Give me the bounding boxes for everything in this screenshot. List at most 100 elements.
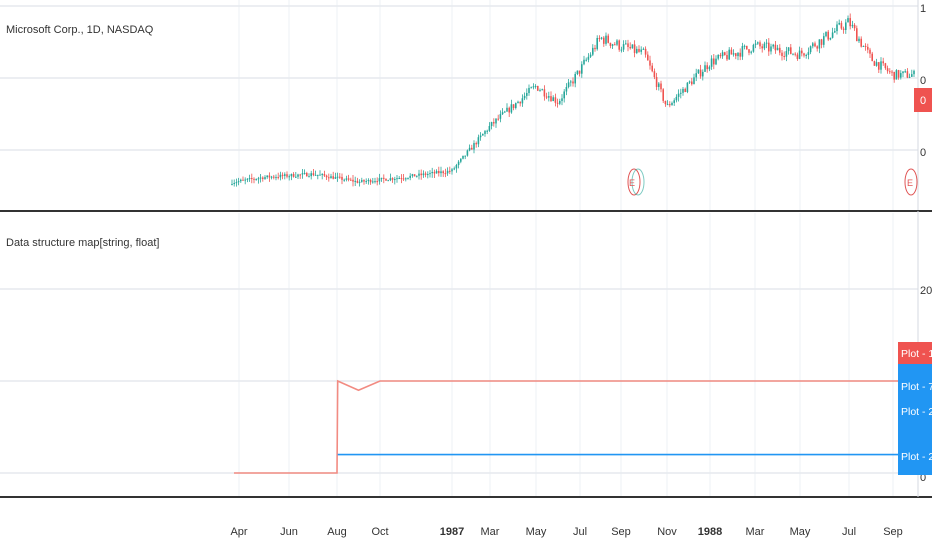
candle-body [495, 118, 497, 124]
candle-body [251, 178, 253, 180]
earnings-marker[interactable]: E [904, 168, 918, 196]
candle-body [869, 49, 871, 54]
candle-body [248, 178, 251, 180]
candle-body [396, 178, 398, 180]
candle-body [240, 179, 242, 182]
candle-body [759, 42, 761, 47]
candle-body [534, 85, 537, 87]
candle-body [343, 179, 345, 181]
candle-body [554, 97, 557, 103]
candle-body [330, 176, 332, 179]
candle-body [748, 49, 750, 53]
bottom-y-tick: 20 [920, 285, 932, 297]
candle-body [589, 54, 592, 57]
candlestick-series[interactable] [231, 13, 915, 187]
candle-body [882, 61, 884, 64]
candle-body [695, 73, 697, 78]
time-axis-label: Apr [230, 526, 247, 538]
candle-body [827, 31, 829, 40]
candle-body [625, 43, 627, 45]
candle-body [259, 177, 262, 179]
symbol-title[interactable]: Microsoft Corp., 1D, NASDAQ [6, 24, 154, 36]
candle-body [235, 182, 238, 184]
candle-body [603, 37, 605, 44]
candle-body [823, 36, 825, 45]
indicator-plots[interactable] [234, 379, 915, 474]
candle-body [372, 181, 374, 183]
candle-body [860, 38, 862, 47]
candle-body [488, 126, 491, 131]
candle-body [565, 86, 568, 92]
candle-body [501, 112, 504, 115]
candle-body [878, 62, 880, 70]
candle-body [378, 178, 381, 182]
time-axis-label: Mar [746, 526, 765, 538]
candle-body [816, 46, 818, 49]
candle-body [559, 100, 561, 104]
candle-body [880, 61, 882, 70]
indicator-title[interactable]: Data structure map[string, float] [6, 237, 159, 249]
plot-label-text: Plot - 10 [901, 348, 932, 360]
candle-body [427, 174, 429, 176]
candle-body [776, 47, 779, 51]
candle-body [814, 43, 816, 47]
candle-body [853, 24, 856, 29]
candle-body [484, 131, 486, 134]
candle-body [726, 54, 728, 60]
candle-body [490, 122, 493, 127]
candle-body [908, 76, 911, 78]
candle-body [255, 179, 257, 181]
time-axis-label: May [790, 526, 811, 538]
candle-body [581, 64, 583, 74]
candle-body [873, 61, 876, 66]
candle-body [246, 178, 249, 180]
candle-body [288, 176, 290, 178]
candle-body [792, 53, 794, 55]
candle-body [820, 39, 823, 45]
candle-body [691, 81, 693, 85]
candle-body [739, 52, 741, 57]
earnings-marker[interactable]: E [627, 168, 645, 196]
candle-body [845, 22, 847, 30]
candle-body [499, 114, 502, 119]
candle-body [737, 52, 739, 57]
candle-body [840, 22, 843, 29]
candle-body [570, 81, 572, 83]
candle-body [506, 107, 508, 112]
time-axis-label: 1987 [440, 526, 464, 538]
candle-body [328, 177, 330, 179]
candle-body [906, 71, 909, 78]
candle-body [578, 70, 581, 74]
candle-body [233, 182, 235, 184]
candle-body [682, 88, 684, 93]
candle-body [900, 73, 902, 78]
candle-body [609, 42, 612, 46]
candle-body [440, 171, 442, 174]
candle-body [242, 179, 244, 181]
time-axis-label: Oct [371, 526, 388, 538]
candle-body [636, 48, 638, 53]
time-axis[interactable]: Apr Jun Aug Oct 1987 Mar May Jul Sep Nov 1988 Mar Ma… [230, 526, 902, 538]
candle-body [528, 87, 530, 94]
candle-body [598, 37, 601, 39]
candle-body [783, 56, 785, 58]
candle-body [862, 45, 865, 47]
candle-body [761, 46, 763, 49]
candle-body [277, 177, 279, 179]
candle-body [779, 47, 781, 53]
candle-body [770, 46, 772, 52]
candle-body [405, 178, 407, 180]
candle-body [704, 65, 706, 72]
candle-body [422, 173, 425, 176]
candle-body [765, 42, 768, 44]
candle-body [550, 96, 552, 102]
time-axis-label: Sep [611, 526, 631, 538]
candle-body [693, 77, 695, 85]
candle-body [411, 174, 414, 176]
candle-body [807, 52, 810, 55]
candle-body [732, 53, 735, 55]
candle-body [884, 63, 887, 69]
candle-body [796, 54, 799, 59]
candle-body [394, 179, 396, 181]
